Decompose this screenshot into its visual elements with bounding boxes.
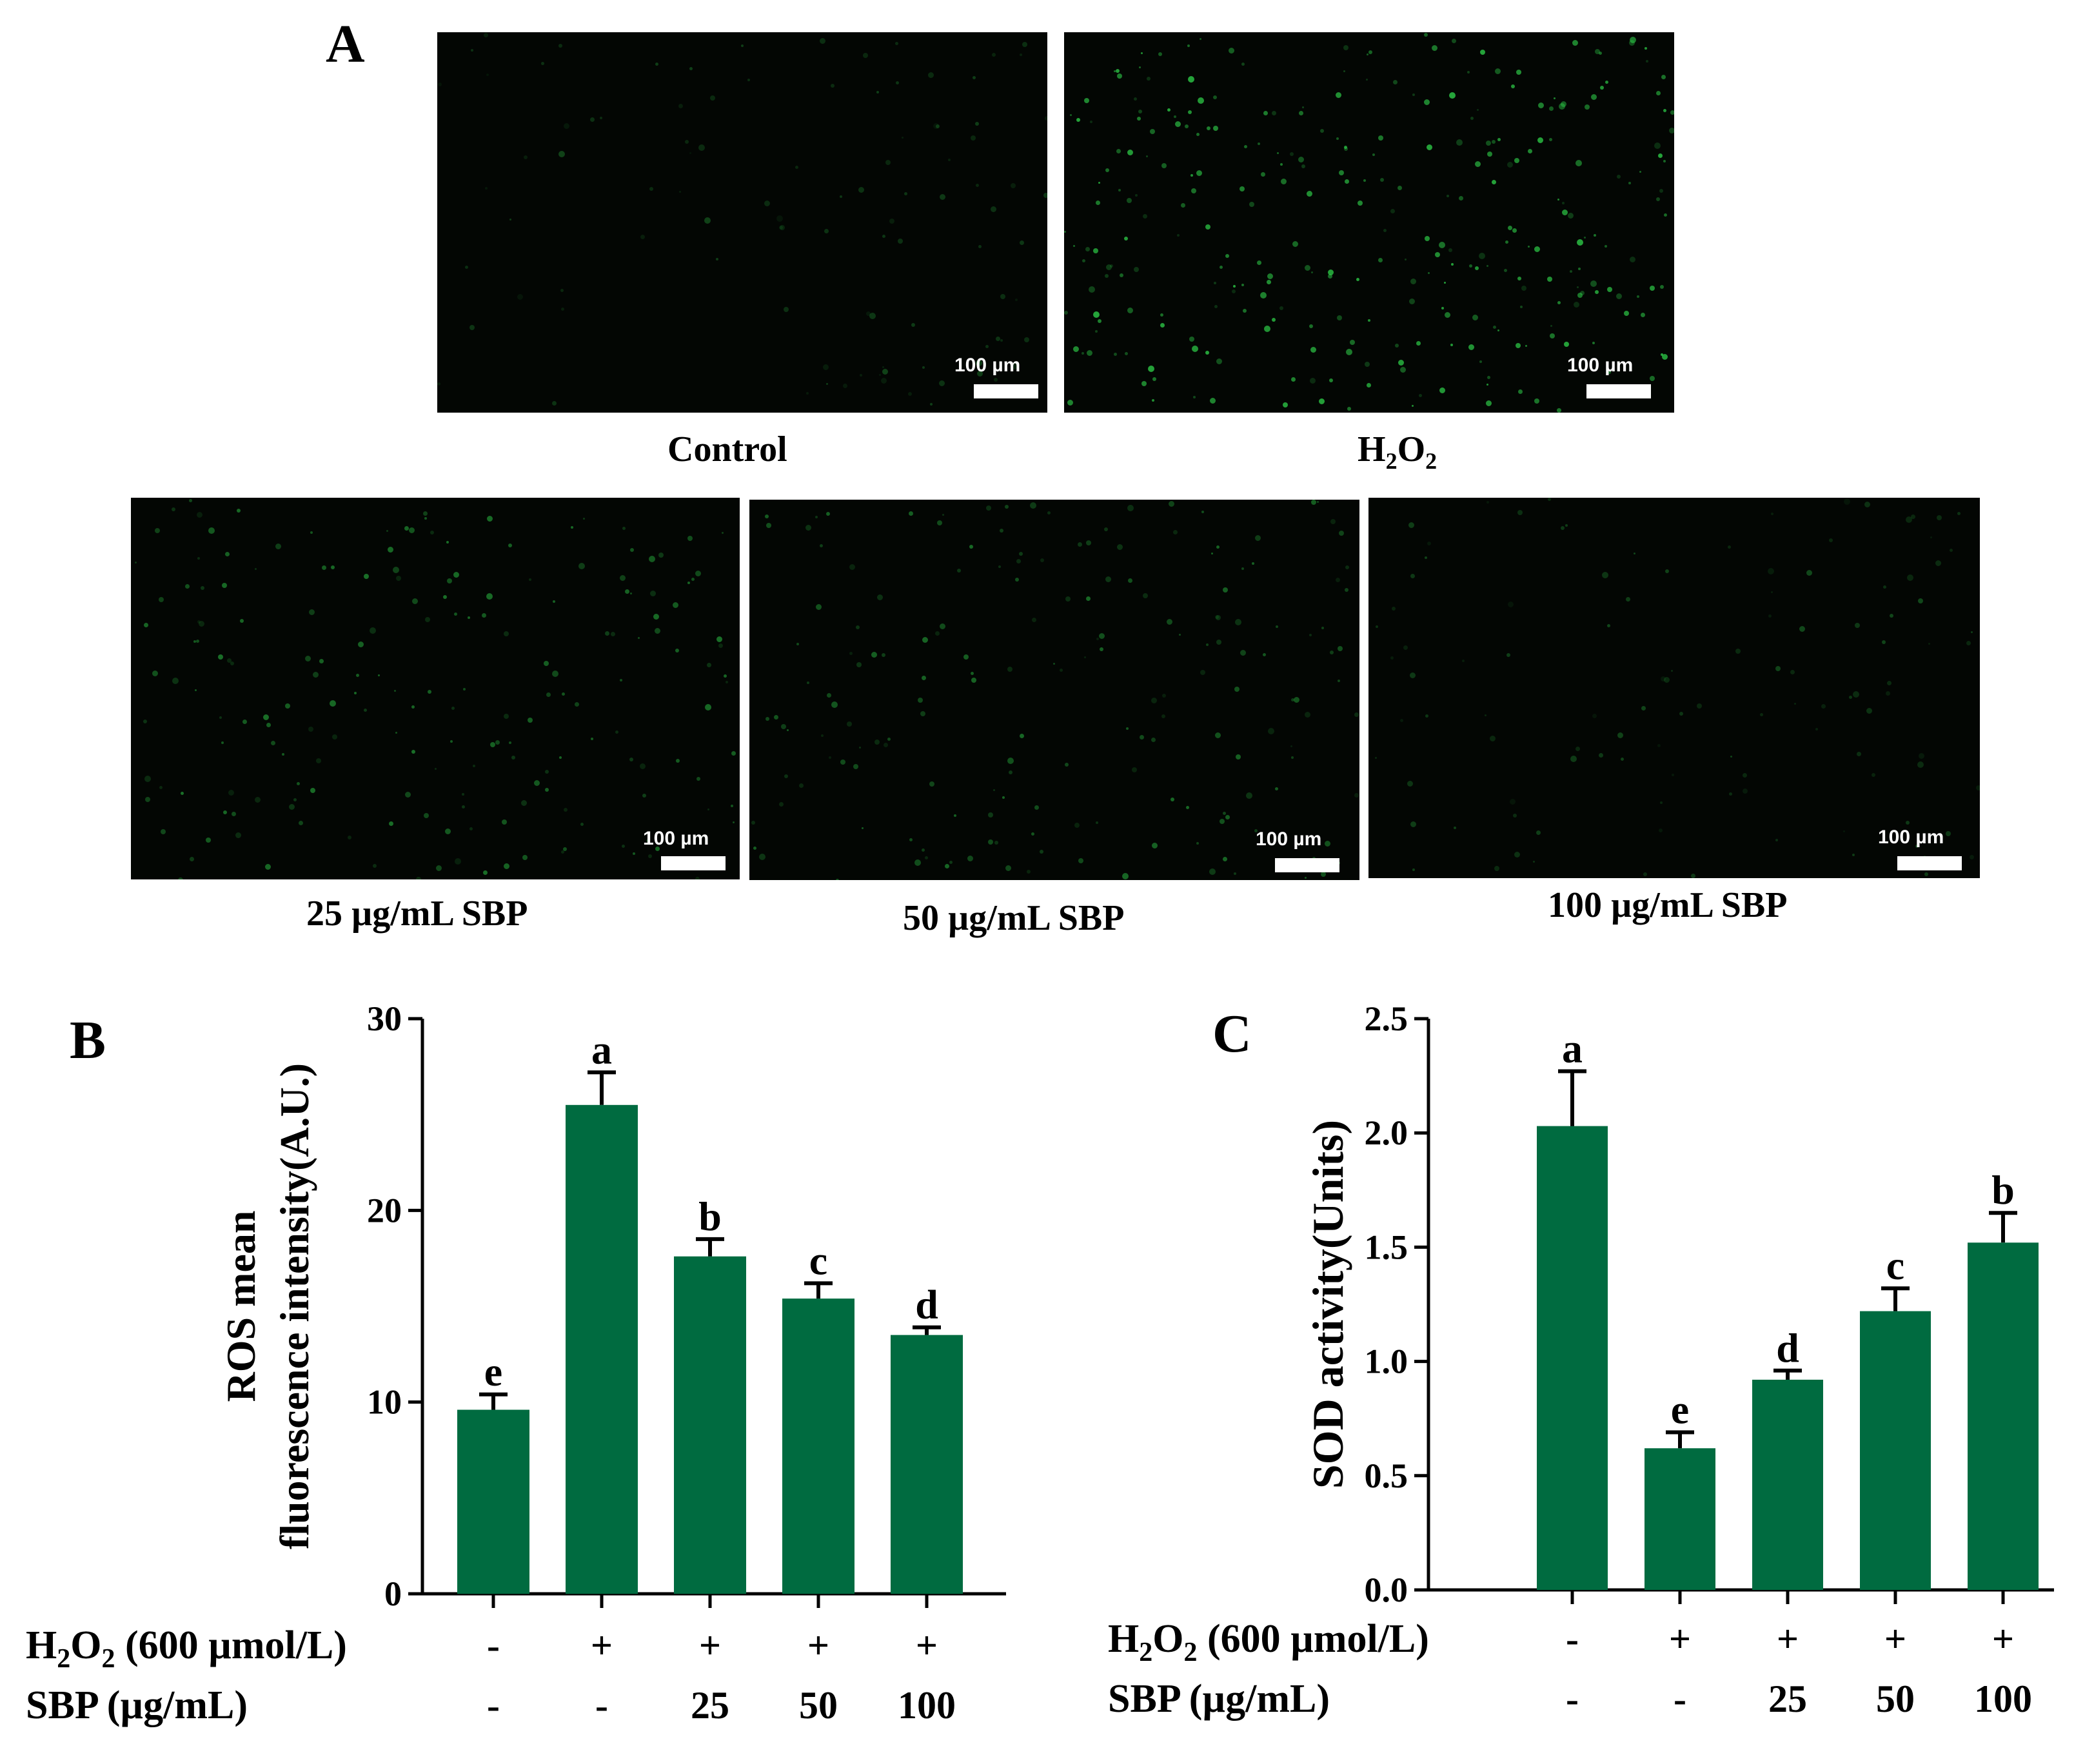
bar [1968, 1242, 2039, 1590]
scale-bar [974, 384, 1038, 398]
significance-letter: e [484, 1349, 502, 1395]
sbp-row-value: - [1674, 1678, 1686, 1720]
micrograph-100-sbp: 100 µm [1368, 498, 1980, 878]
scale-bar-label: 100 µm [1256, 828, 1322, 850]
significance-letter: d [1776, 1325, 1799, 1371]
bar [1537, 1126, 1608, 1590]
bar [674, 1256, 746, 1594]
micrograph-25-sbp: 100 µm [131, 498, 740, 879]
h2o2-row-label: H2O2 (600 µmol/L) [26, 1623, 347, 1674]
sbp-row-value: 25 [1768, 1678, 1807, 1720]
significance-letter: b [698, 1193, 722, 1239]
y-tick-label: 1.5 [1365, 1228, 1408, 1266]
y-tick-label: 30 [367, 999, 402, 1038]
scale-bar [1275, 858, 1339, 872]
h2o2-row-value: + [1992, 1618, 2014, 1660]
h2o2-row-value: + [916, 1624, 938, 1667]
ros-bar-chart: 0 10 20 30 e - - a + - b +25 c +50 d +100 H2O2 (600 µmol… [26, 999, 1006, 1727]
significance-letter: d [915, 1282, 938, 1328]
caption-control: Control [667, 429, 787, 469]
y-axis-title-line1: ROS mean [218, 1211, 264, 1402]
sbp-row-value: - [487, 1684, 500, 1727]
h2o2-row-value: + [699, 1624, 721, 1667]
y-tick-label: 0 [384, 1574, 402, 1613]
bar [782, 1298, 854, 1594]
h2o2-row-value: + [1777, 1618, 1799, 1660]
significance-letter: c [809, 1237, 827, 1283]
h2o2-row-label: H2O2 (600 µmol/L) [1108, 1617, 1429, 1667]
micrograph-h2o2: 100 µm [1064, 32, 1674, 413]
y-axis-title: SOD activity(Units) [1303, 1120, 1352, 1489]
micrograph-50-sbp: 100 µm [749, 500, 1359, 880]
h2o2-row-value: - [1566, 1618, 1579, 1660]
sbp-row-value: 25 [691, 1684, 729, 1727]
sbp-row-value: 50 [1876, 1678, 1915, 1720]
scale-bar-label: 100 µm [954, 355, 1021, 376]
h2o2-row-value: - [487, 1624, 500, 1667]
scale-bar [1586, 384, 1651, 398]
sbp-row-value: - [595, 1684, 608, 1727]
y-tick-label: 20 [367, 1191, 402, 1230]
sbp-row-label: SBP (µg/mL) [26, 1683, 248, 1727]
panel-label-a: A [326, 14, 365, 74]
h2o2-row-value: + [807, 1624, 829, 1667]
sbp-row-value: 100 [1974, 1678, 2032, 1720]
significance-letter: a [591, 1026, 612, 1072]
significance-letter: a [1562, 1026, 1583, 1072]
sbp-row-value: 50 [799, 1684, 838, 1727]
scale-bar-label: 100 µm [643, 828, 709, 849]
sbp-row-label: SBP (µg/mL) [1108, 1677, 1330, 1721]
y-tick-label: 1.0 [1365, 1342, 1408, 1381]
caption-h2o2: H2O2 [1358, 429, 1437, 474]
caption-100-sbp: 100 µg/mL SBP [1548, 885, 1788, 925]
sbp-row-value: - [1566, 1678, 1579, 1720]
h2o2-row-value: + [1669, 1618, 1691, 1660]
bar [1752, 1379, 1823, 1590]
h2o2-row-value: + [591, 1624, 613, 1667]
bar [566, 1104, 638, 1594]
panel-label-b: B [70, 1010, 106, 1070]
y-tick-label: 0.5 [1365, 1456, 1408, 1495]
scale-bar [1897, 856, 1962, 870]
bar [891, 1335, 963, 1594]
caption-50-sbp: 50 µg/mL SBP [903, 898, 1125, 938]
y-tick-label: 2.0 [1365, 1113, 1408, 1152]
panel-label-c: C [1212, 1004, 1252, 1064]
scale-bar-label: 100 µm [1567, 355, 1634, 376]
bar [1860, 1311, 1931, 1590]
y-tick-label: 2.5 [1365, 999, 1408, 1038]
micrograph-control: 100 µm [437, 32, 1047, 413]
scale-bar-label: 100 µm [1878, 827, 1944, 848]
significance-letter: b [1991, 1167, 2015, 1213]
y-tick-label: 0.0 [1365, 1571, 1408, 1609]
scale-bar [661, 856, 726, 870]
sod-bar-chart: 0.0 0.5 1.0 1.5 2.0 2.5 a - - e + - d +25 c +50 b +100 H2O… [1108, 999, 2054, 1721]
sbp-row-value: 100 [898, 1684, 956, 1727]
y-tick-label: 10 [367, 1383, 402, 1422]
caption-25-sbp: 25 µg/mL SBP [306, 894, 528, 934]
h2o2-row-value: + [1884, 1618, 1906, 1660]
significance-letter: c [1886, 1242, 1904, 1288]
y-axis-title-line2: fluorescence intensity(A.U.) [272, 1063, 317, 1549]
bar [1645, 1448, 1715, 1590]
bar [457, 1409, 529, 1594]
significance-letter: e [1671, 1386, 1689, 1432]
